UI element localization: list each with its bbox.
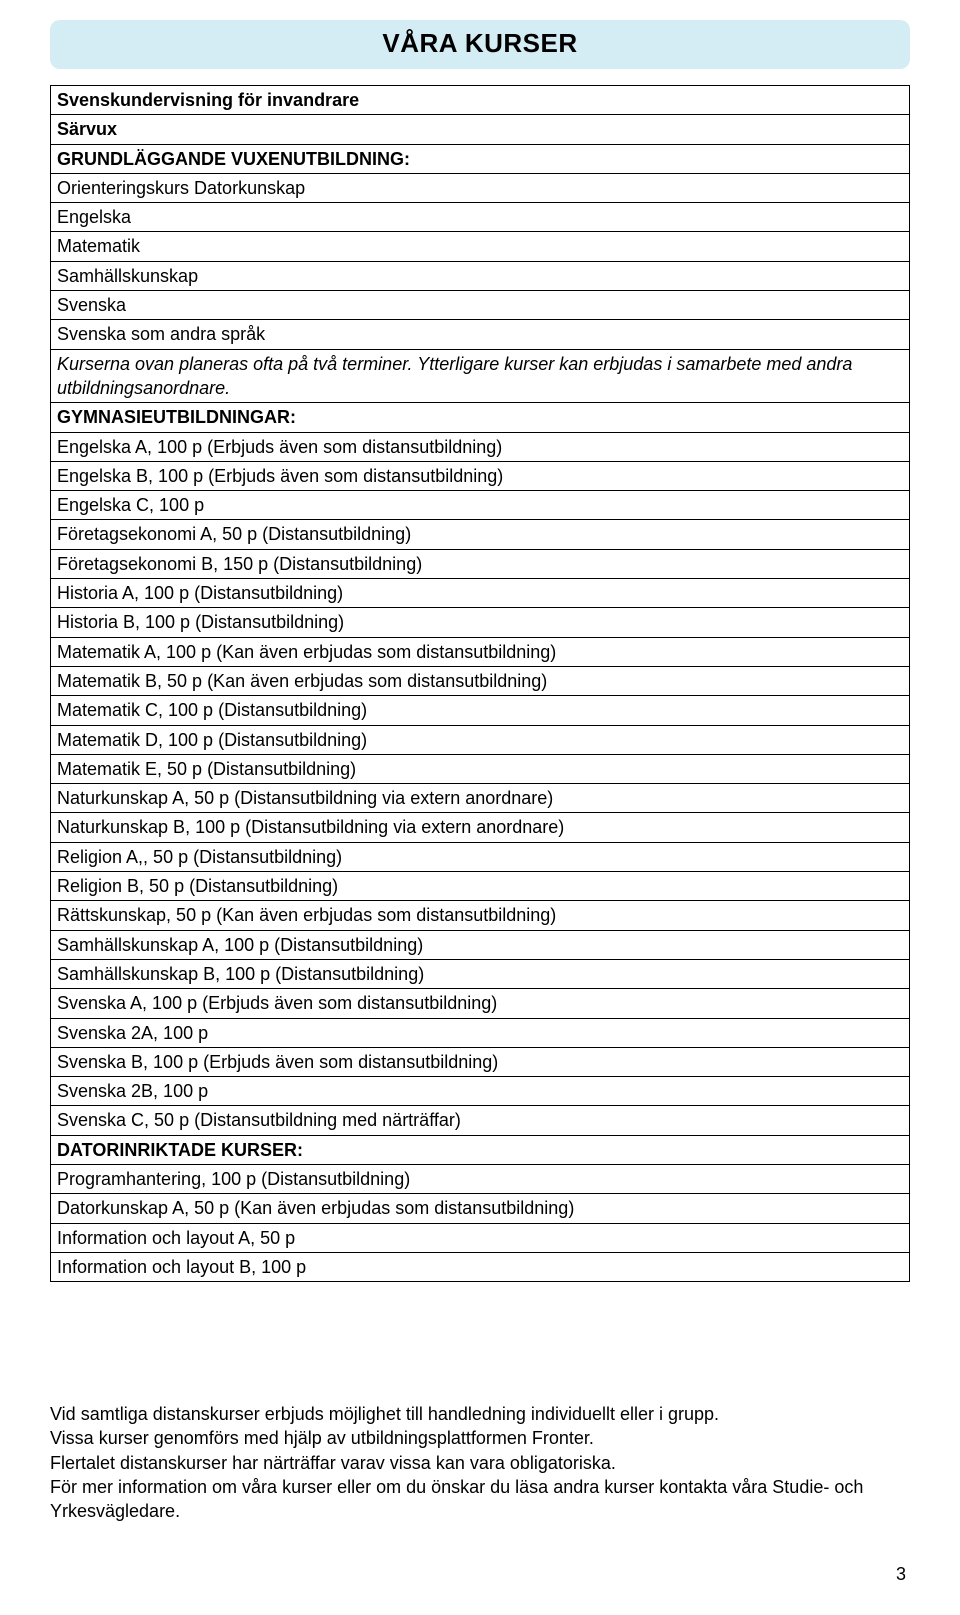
table-row: Svenska 2A, 100 p <box>51 1018 910 1047</box>
table-row: Datorkunskap A, 50 p (Kan även erbjudas … <box>51 1194 910 1223</box>
table-row: Religion A,, 50 p (Distansutbildning) <box>51 842 910 871</box>
table-row: Engelska <box>51 203 910 232</box>
course-cell: Svenska C, 50 p (Distansutbildning med n… <box>51 1106 910 1135</box>
table-row: Historia A, 100 p (Distansutbildning) <box>51 579 910 608</box>
course-cell: Information och layout B, 100 p <box>51 1252 910 1281</box>
course-cell: Engelska A, 100 p (Erbjuds även som dist… <box>51 432 910 461</box>
table-row: Information och layout A, 50 p <box>51 1223 910 1252</box>
table-row: Kurserna ovan planeras ofta på två termi… <box>51 349 910 403</box>
page-container: VÅRA KURSER Svenskundervisning för invan… <box>0 0 960 1615</box>
table-row: Svenska <box>51 291 910 320</box>
table-row: Information och layout B, 100 p <box>51 1252 910 1281</box>
table-row: Matematik E, 50 p (Distansutbildning) <box>51 754 910 783</box>
table-row: Samhällskunskap <box>51 261 910 290</box>
table-row: Samhällskunskap A, 100 p (Distansutbildn… <box>51 930 910 959</box>
course-cell: Matematik E, 50 p (Distansutbildning) <box>51 754 910 783</box>
table-row: Samhällskunskap B, 100 p (Distansutbildn… <box>51 959 910 988</box>
course-cell: Religion A,, 50 p (Distansutbildning) <box>51 842 910 871</box>
footer-line-2: Vissa kurser genomförs med hjälp av utbi… <box>50 1426 910 1450</box>
course-cell: Samhällskunskap <box>51 261 910 290</box>
course-cell: Programhantering, 100 p (Distansutbildni… <box>51 1164 910 1193</box>
course-cell: Historia B, 100 p (Distansutbildning) <box>51 608 910 637</box>
course-cell: Engelska C, 100 p <box>51 491 910 520</box>
course-cell: Matematik <box>51 232 910 261</box>
table-row: Matematik D, 100 p (Distansutbildning) <box>51 725 910 754</box>
footer-text: Vid samtliga distanskurser erbjuds möjli… <box>50 1402 910 1523</box>
course-cell: Matematik B, 50 p (Kan även erbjudas som… <box>51 666 910 695</box>
table-row: Svenska som andra språk <box>51 320 910 349</box>
course-cell: DATORINRIKTADE KURSER: <box>51 1135 910 1164</box>
table-row: Svenska C, 50 p (Distansutbildning med n… <box>51 1106 910 1135</box>
table-row: Historia B, 100 p (Distansutbildning) <box>51 608 910 637</box>
course-cell: Engelska <box>51 203 910 232</box>
table-row: Matematik A, 100 p (Kan även erbjudas so… <box>51 637 910 666</box>
course-cell: Samhällskunskap B, 100 p (Distansutbildn… <box>51 959 910 988</box>
course-cell: Särvux <box>51 115 910 144</box>
course-cell: Naturkunskap A, 50 p (Distansutbildning … <box>51 784 910 813</box>
footer-line-4: För mer information om våra kurser eller… <box>50 1475 910 1524</box>
table-row: Svenska B, 100 p (Erbjuds även som dista… <box>51 1047 910 1076</box>
table-row: Företagsekonomi A, 50 p (Distansutbildni… <box>51 520 910 549</box>
course-cell: Matematik A, 100 p (Kan även erbjudas so… <box>51 637 910 666</box>
course-cell: Orienteringskurs Datorkunskap <box>51 173 910 202</box>
course-cell: Svenska A, 100 p (Erbjuds även som dista… <box>51 989 910 1018</box>
course-cell: Kurserna ovan planeras ofta på två termi… <box>51 349 910 403</box>
course-cell: Svenska 2B, 100 p <box>51 1077 910 1106</box>
course-cell: Svenska <box>51 291 910 320</box>
table-row: Naturkunskap A, 50 p (Distansutbildning … <box>51 784 910 813</box>
course-cell: Engelska B, 100 p (Erbjuds även som dist… <box>51 461 910 490</box>
course-table: Svenskundervisning för invandrareSärvuxG… <box>50 85 910 1282</box>
course-cell: Religion B, 50 p (Distansutbildning) <box>51 872 910 901</box>
table-row: Engelska B, 100 p (Erbjuds även som dist… <box>51 461 910 490</box>
table-row: Företagsekonomi B, 150 p (Distansutbildn… <box>51 549 910 578</box>
course-cell: Rättskunskap, 50 p (Kan även erbjudas so… <box>51 901 910 930</box>
table-row: Programhantering, 100 p (Distansutbildni… <box>51 1164 910 1193</box>
table-row: Svenska A, 100 p (Erbjuds även som dista… <box>51 989 910 1018</box>
course-cell: Matematik C, 100 p (Distansutbildning) <box>51 696 910 725</box>
course-cell: GRUNDLÄGGANDE VUXENUTBILDNING: <box>51 144 910 173</box>
table-row: Svenskundervisning för invandrare <box>51 86 910 115</box>
page-number: 3 <box>50 1564 910 1585</box>
course-cell: Svenska 2A, 100 p <box>51 1018 910 1047</box>
footer-line-1: Vid samtliga distanskurser erbjuds möjli… <box>50 1402 910 1426</box>
course-cell: Företagsekonomi B, 150 p (Distansutbildn… <box>51 549 910 578</box>
table-row: Matematik <box>51 232 910 261</box>
table-row: Svenska 2B, 100 p <box>51 1077 910 1106</box>
course-cell: Matematik D, 100 p (Distansutbildning) <box>51 725 910 754</box>
course-cell: Svenska B, 100 p (Erbjuds även som dista… <box>51 1047 910 1076</box>
page-title: VÅRA KURSER <box>50 28 910 59</box>
table-row: Särvux <box>51 115 910 144</box>
course-cell: Företagsekonomi A, 50 p (Distansutbildni… <box>51 520 910 549</box>
table-row: GRUNDLÄGGANDE VUXENUTBILDNING: <box>51 144 910 173</box>
table-row: Religion B, 50 p (Distansutbildning) <box>51 872 910 901</box>
table-row: Naturkunskap B, 100 p (Distansutbildning… <box>51 813 910 842</box>
title-banner: VÅRA KURSER <box>50 20 910 69</box>
table-row: GYMNASIEUTBILDNINGAR: <box>51 403 910 432</box>
course-cell: Historia A, 100 p (Distansutbildning) <box>51 579 910 608</box>
course-cell: Naturkunskap B, 100 p (Distansutbildning… <box>51 813 910 842</box>
course-cell: Svenskundervisning för invandrare <box>51 86 910 115</box>
table-row: Engelska A, 100 p (Erbjuds även som dist… <box>51 432 910 461</box>
table-row: Matematik B, 50 p (Kan även erbjudas som… <box>51 666 910 695</box>
course-table-body: Svenskundervisning för invandrareSärvuxG… <box>51 86 910 1282</box>
table-row: Engelska C, 100 p <box>51 491 910 520</box>
table-row: Orienteringskurs Datorkunskap <box>51 173 910 202</box>
course-cell: Datorkunskap A, 50 p (Kan även erbjudas … <box>51 1194 910 1223</box>
table-row: Matematik C, 100 p (Distansutbildning) <box>51 696 910 725</box>
course-cell: GYMNASIEUTBILDNINGAR: <box>51 403 910 432</box>
course-cell: Svenska som andra språk <box>51 320 910 349</box>
course-cell: Information och layout A, 50 p <box>51 1223 910 1252</box>
footer-line-3: Flertalet distanskurser har närträffar v… <box>50 1451 910 1475</box>
course-cell: Samhällskunskap A, 100 p (Distansutbildn… <box>51 930 910 959</box>
table-row: Rättskunskap, 50 p (Kan även erbjudas so… <box>51 901 910 930</box>
table-row: DATORINRIKTADE KURSER: <box>51 1135 910 1164</box>
